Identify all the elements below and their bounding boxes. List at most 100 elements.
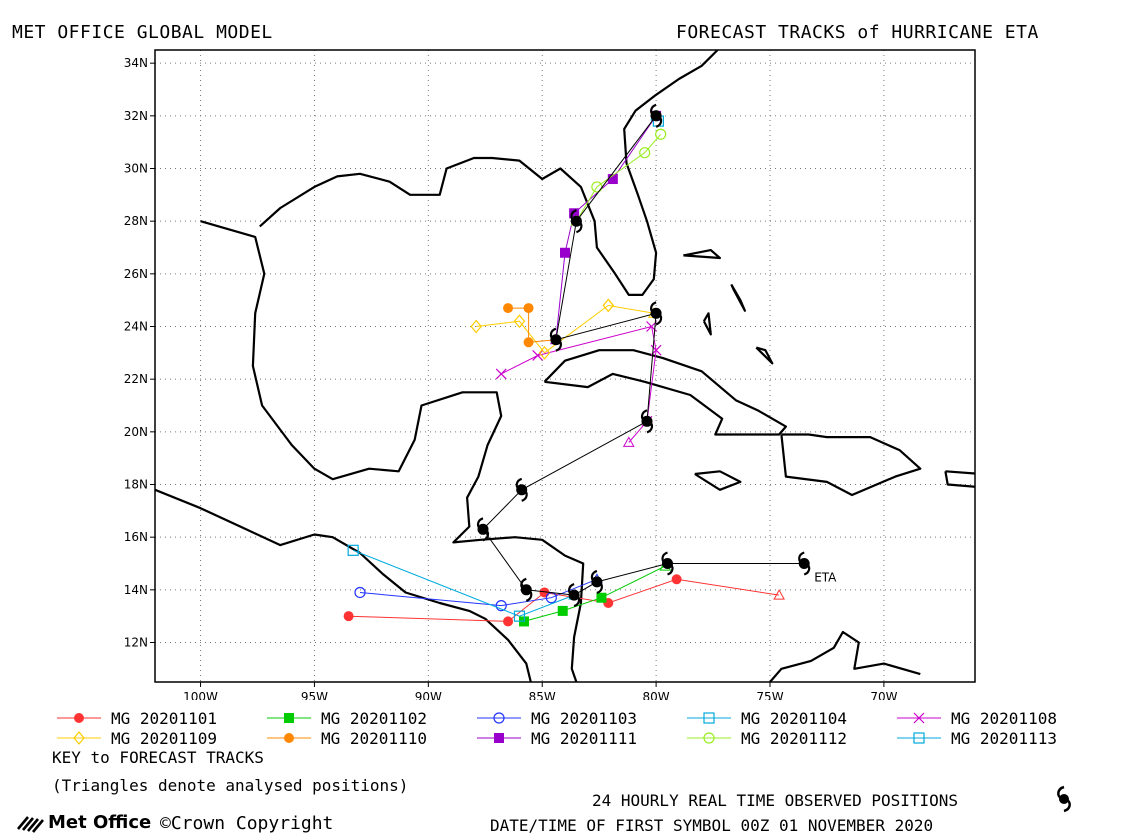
lon-tick-label: 75W — [756, 690, 783, 700]
map-frame — [154, 49, 976, 683]
lat-tick-label: 28N — [124, 214, 148, 228]
hurricane-symbol-icon — [549, 327, 562, 352]
met-office-logo: Met Office — [16, 812, 151, 833]
track-marker — [343, 611, 354, 622]
lat-tick-label: 34N — [124, 56, 148, 70]
coastline — [576, 681, 579, 682]
lon-tick-label: 90W — [415, 690, 442, 700]
track-marker — [569, 208, 580, 219]
track-marker — [703, 732, 715, 744]
observed-track — [476, 103, 811, 608]
track-marker — [538, 345, 551, 360]
lat-tick-label: 30N — [124, 162, 148, 176]
legend-swatch — [57, 731, 101, 745]
track-marker — [602, 298, 615, 313]
copyright: ©Crown Copyright — [160, 813, 333, 834]
legend-item: MG 20201113 — [895, 728, 1105, 748]
track-marker — [671, 574, 682, 585]
legend-label: MG 20201109 — [111, 728, 217, 748]
legend-swatch — [897, 732, 941, 744]
track-marker — [73, 731, 85, 745]
legend-swatch — [57, 713, 101, 723]
legend-swatch — [897, 712, 941, 724]
track-marker — [494, 733, 504, 743]
first-symbol-datetime: DATE/TIME OF FIRST SYMBOL 00Z 01 NOVEMBE… — [490, 816, 934, 835]
legend-label: MG 20201104 — [741, 708, 847, 728]
track-marker — [639, 147, 651, 159]
track-marker — [523, 303, 534, 314]
legend-swatch — [477, 733, 521, 743]
track-marker — [347, 544, 359, 556]
forecast-tracks — [343, 109, 785, 627]
met-office-logo-icon — [17, 815, 44, 833]
lat-tick-label: 18N — [124, 478, 148, 492]
analysed-position-triangle — [622, 436, 635, 447]
legend-swatch — [687, 712, 731, 724]
track-marker — [495, 368, 507, 380]
legend-item: MG 20201108 — [895, 708, 1105, 728]
coastline — [944, 470, 975, 488]
legend: MG 20201101 MG 20201102 MG 20201103 MG 2020… — [55, 708, 1115, 748]
lon-tick-label: 70W — [870, 690, 897, 700]
track-marker — [607, 174, 618, 185]
track-marker — [513, 610, 526, 622]
track-marker — [913, 732, 925, 744]
track-marker — [74, 713, 84, 723]
track-marker — [503, 616, 514, 627]
track-marker — [284, 733, 294, 743]
lon-tick-label: 95W — [301, 690, 328, 700]
forecast-track-map: 12N 14N 16N 18N 20N 22N 24N 26N 28N 30N 32N 34N 100W… — [124, 49, 976, 700]
legend-item: MG 20201103 — [475, 708, 685, 728]
forecast-track-line — [476, 304, 654, 354]
legend-label: MG 20201101 — [111, 708, 217, 728]
logo-text: Met Office — [48, 812, 152, 833]
hurricane-symbol-icon — [650, 103, 663, 128]
legend-label: MG 20201102 — [321, 708, 427, 728]
storm-label: ETA — [814, 571, 837, 585]
map-grid — [155, 50, 975, 682]
hurricane-symbol-icon — [568, 583, 581, 608]
legend-swatch — [267, 713, 311, 723]
lat-tick-label: 12N — [124, 636, 148, 650]
coastline — [755, 346, 774, 365]
legend-label: MG 20201112 — [741, 728, 847, 748]
coastline — [769, 630, 921, 682]
hurricane-symbol-icon — [520, 577, 533, 602]
coastline — [694, 470, 742, 491]
legend-item: MG 20201111 — [475, 728, 685, 748]
coastline — [259, 50, 719, 296]
legend-label: MG 20201103 — [531, 708, 637, 728]
legend-item: MG 20201104 — [685, 708, 895, 728]
coastline — [702, 312, 712, 336]
track-marker — [523, 337, 534, 348]
hurricane-symbol-icon — [798, 551, 811, 576]
lat-tick-label: 24N — [124, 320, 148, 334]
legend-item: MG 20201101 — [55, 708, 265, 728]
coastline — [200, 220, 585, 682]
legend-item: MG 20201102 — [265, 708, 475, 728]
track-marker — [284, 713, 294, 723]
hurricane-symbol-icon — [1057, 785, 1071, 813]
forecast-track — [570, 128, 667, 226]
track-marker — [470, 319, 482, 334]
map-axes: 12N 14N 16N 18N 20N 22N 24N 26N 28N 30N 32N 34N 100W… — [124, 56, 898, 700]
track-marker — [655, 128, 667, 140]
analysed-position-triangle — [773, 589, 785, 600]
legend-row: MG 20201101 MG 20201102 MG 20201103 MG 2020… — [55, 708, 1115, 728]
lat-tick-label: 20N — [124, 425, 148, 439]
coastline — [683, 249, 722, 260]
coastline — [730, 283, 747, 312]
legend-swatch — [687, 732, 731, 744]
forecast-track-line — [523, 565, 666, 622]
legend-item: MG 20201112 — [685, 728, 895, 748]
hurricane-symbol-icon — [476, 517, 490, 542]
track-marker — [493, 712, 505, 724]
forecast-track-line — [353, 549, 575, 617]
legend-triangle-note: (Triangles denote analysed positions) — [52, 776, 409, 795]
hurricane-symbol-icon — [590, 569, 603, 594]
track-marker — [557, 605, 568, 616]
lat-tick-label: 26N — [124, 267, 148, 281]
hurricane-symbol-icon — [661, 551, 674, 576]
lat-tick-label: 32N — [124, 109, 148, 123]
lat-tick-label: 14N — [124, 583, 148, 597]
